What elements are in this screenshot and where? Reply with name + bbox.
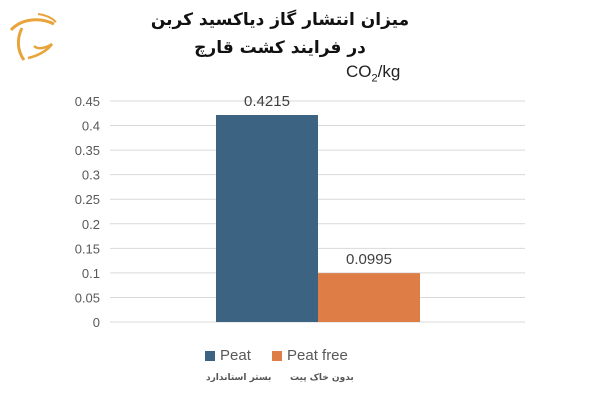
y-tick-label: 0.45 <box>75 94 100 109</box>
unit-label: CO2/kg <box>346 62 400 84</box>
y-tick-label: 0.1 <box>82 266 100 281</box>
unit-suffix: /kg <box>377 62 401 81</box>
logo <box>9 13 57 61</box>
legend-swatch-peat <box>205 350 215 361</box>
y-tick-label: 0.15 <box>75 241 100 256</box>
legend-label-peat-free: Peat free <box>287 347 348 364</box>
y-tick-label: 0.25 <box>75 192 100 207</box>
data-label: 0.4215 <box>244 93 290 110</box>
unit-sub: 2 <box>371 72 378 85</box>
subtitle-peat-free: بدون خاک پیت <box>290 373 354 383</box>
y-tick-label: 0.4 <box>82 119 100 134</box>
legend-label-peat: Peat <box>220 347 251 364</box>
y-tick-label: 0.35 <box>75 143 100 158</box>
legend-item-peat-free: Peat free <box>272 347 348 364</box>
bar-peat <box>216 114 318 322</box>
unit-prefix: CO <box>346 62 372 81</box>
legend-item-peat: Peat <box>205 347 251 364</box>
data-label: 0.0995 <box>346 251 392 268</box>
y-tick-label: 0.05 <box>75 290 100 305</box>
subtitle-peat: بستر استاندارد <box>206 373 272 383</box>
bar-peat-free <box>318 273 420 322</box>
chart-title-line2: در فرایند کشت قارچ <box>194 38 366 58</box>
y-tick-label: 0.3 <box>82 168 100 183</box>
y-tick-label: 0 <box>93 315 100 330</box>
y-tick-label: 0.2 <box>82 217 100 232</box>
legend-swatch-peat-free <box>272 350 282 361</box>
chart-title-line1: میزان انتشار گاز دیاکسید کربن <box>150 10 410 30</box>
